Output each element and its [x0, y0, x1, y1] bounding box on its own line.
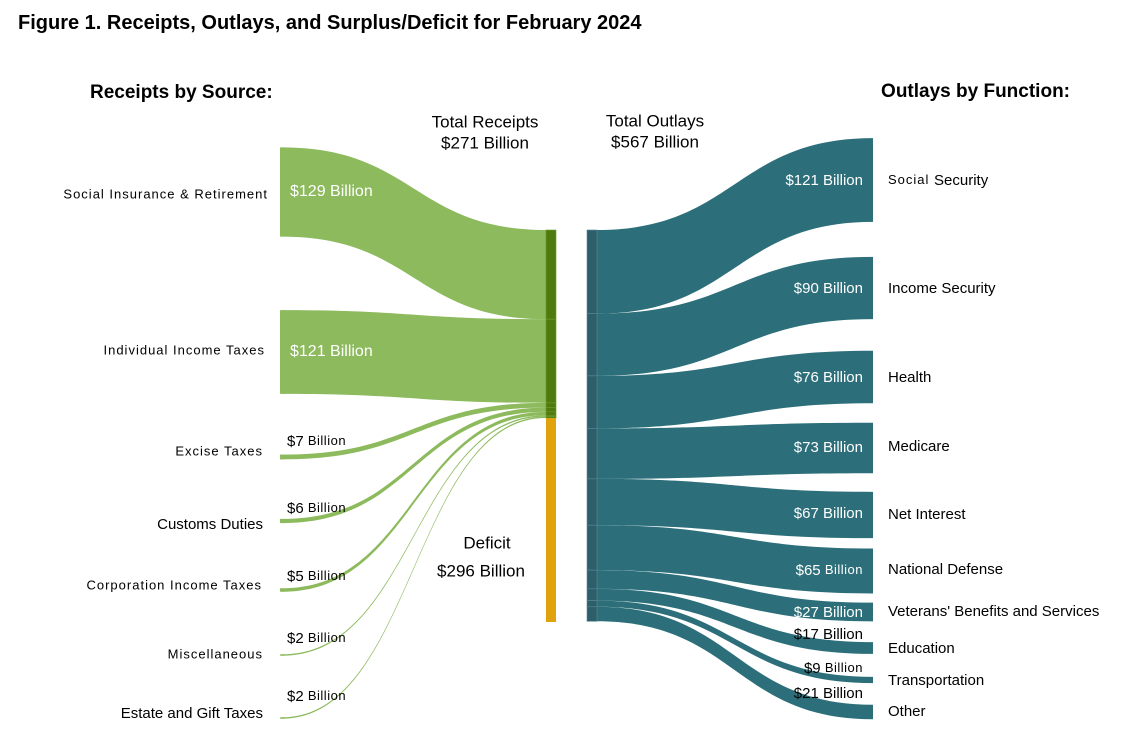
outlay-value-income-security: $90 Billion [794, 280, 863, 297]
total-outlays-label: Total Outlays [606, 111, 704, 130]
chart-title: Figure 1. Receipts, Outlays, and Surplus… [18, 12, 642, 34]
outlay-segment-health [586, 375, 598, 429]
outlay-segment-medicare [586, 428, 598, 480]
outlay-name-education: Education [888, 640, 955, 657]
outlay-segment-other [586, 606, 598, 622]
receipt-value-customs-duties: $6 Billion [287, 500, 346, 517]
outlay-value-transportation: $9 Billion [804, 660, 863, 677]
outlay-value-net-interest: $67 Billion [794, 505, 863, 522]
outlay-segment-veterans-benefits-and-services [586, 569, 598, 590]
receipt-name-individual-income-taxes: Individual Income Taxes [103, 342, 265, 357]
total-outlays-value: $567 Billion [611, 132, 699, 151]
receipt-segment-excise-taxes [545, 402, 557, 408]
outlay-value-other: $21 Billion [794, 685, 863, 702]
outlay-flow-medicare [597, 422, 873, 479]
outlay-flow-veterans-benefits-and-services [597, 570, 873, 622]
outlay-name-income-security: Income Security [888, 280, 996, 297]
outlay-name-other: Other [888, 703, 926, 720]
outlay-flow-transportation [597, 600, 873, 684]
receipt-stub-individual-income-taxes [280, 310, 284, 394]
receipt-stub-estate-and-gift-taxes [280, 717, 284, 719]
receipt-stub-excise-taxes [280, 454, 284, 460]
receipt-flow-estate-and-gift-taxes [282, 416, 546, 719]
outlay-name-medicare: Medicare [888, 438, 950, 455]
deficit-label: Deficit [463, 533, 511, 552]
receipt-segment-estate-and-gift-taxes [545, 416, 557, 419]
deficit-value: $296 Billion [437, 561, 525, 580]
receipt-name-excise-taxes: Excise Taxes [175, 443, 263, 458]
receipt-name-social-insurance-retirement: Social Insurance & Retirement [63, 186, 268, 201]
outlay-flow-social-security [597, 138, 873, 314]
receipt-flow-customs-duties [282, 407, 546, 524]
receipt-value-miscellaneous: $2 Billion [287, 630, 346, 647]
receipt-segment-individual-income-taxes [545, 318, 557, 404]
receipt-name-estate-and-gift-taxes: Estate and Gift Taxes [121, 705, 263, 722]
receipt-value-excise-taxes: $7 Billion [287, 433, 346, 450]
outlay-flow-education [597, 588, 873, 654]
receipt-stub-customs-duties [280, 518, 284, 524]
receipt-name-miscellaneous: Miscellaneous [168, 646, 263, 661]
outlay-value-medicare: $73 Billion [794, 439, 863, 456]
outlay-segment-national-defense [586, 524, 598, 571]
outlay-segment-income-security [586, 313, 598, 377]
receipt-value-corporation-income-taxes: $5 Billion [287, 568, 346, 585]
outlay-segment-transportation [586, 600, 598, 608]
outlay-value-national-defense: $65 Billion [796, 562, 863, 579]
deficit-bar [546, 418, 556, 622]
outlay-flow-health [597, 350, 873, 429]
receipts-heading: Receipts by Source: [90, 82, 273, 103]
outlay-name-transportation: Transportation [888, 672, 984, 689]
outlays-heading: Outlays by Function: [881, 81, 1070, 102]
total-receipts-label: Total Receipts [432, 112, 539, 131]
receipt-flow-individual-income-taxes [282, 310, 546, 403]
outlay-flow-other [597, 606, 873, 720]
outlay-name-net-interest: Net Interest [888, 506, 966, 523]
receipt-flow-corporation-income-taxes [282, 411, 546, 592]
receipt-value-individual-income-taxes: $121 Billion [290, 343, 373, 360]
outlay-segment-net-interest [586, 478, 598, 526]
outlay-value-education: $17 Billion [794, 626, 863, 643]
outlay-flow-income-security [597, 256, 873, 376]
receipt-stub-corporation-income-taxes [280, 588, 284, 592]
receipt-flow-social-insurance-retirement [282, 147, 546, 320]
outlay-name-social-security: Social Security [888, 172, 989, 189]
receipt-value-social-insurance-retirement: $129 Billion [290, 183, 373, 200]
receipt-flow-excise-taxes [282, 402, 546, 460]
receipt-segment-social-insurance-retirement [545, 229, 557, 320]
receipt-name-corporation-income-taxes: Corporation Income Taxes [86, 577, 262, 592]
outlay-name-health: Health [888, 369, 931, 386]
outlay-name-national-defense: National Defense [888, 561, 1003, 578]
receipt-stub-social-insurance-retirement [280, 147, 284, 237]
outlay-flow-national-defense [597, 525, 873, 594]
receipt-segment-corporation-income-taxes [545, 411, 557, 416]
outlay-segment-education [586, 588, 598, 601]
receipt-name-customs-duties: Customs Duties [157, 516, 263, 533]
receipt-stub-miscellaneous [280, 654, 284, 656]
total-receipts-value: $271 Billion [441, 133, 529, 152]
outlay-value-health: $76 Billion [794, 369, 863, 386]
outlay-value-veterans-benefits-and-services: $27 Billion [794, 604, 863, 621]
outlay-value-social-security: $121 Billion [785, 172, 863, 189]
receipt-segment-customs-duties [545, 407, 557, 413]
outlay-name-veterans-benefits-and-services: Veterans' Benefits and Services [888, 603, 1099, 620]
receipt-value-estate-and-gift-taxes: $2 Billion [287, 688, 346, 705]
outlay-segment-social-security [586, 229, 598, 314]
receipt-flow-miscellaneous [282, 415, 546, 656]
outlay-flow-net-interest [597, 478, 873, 539]
